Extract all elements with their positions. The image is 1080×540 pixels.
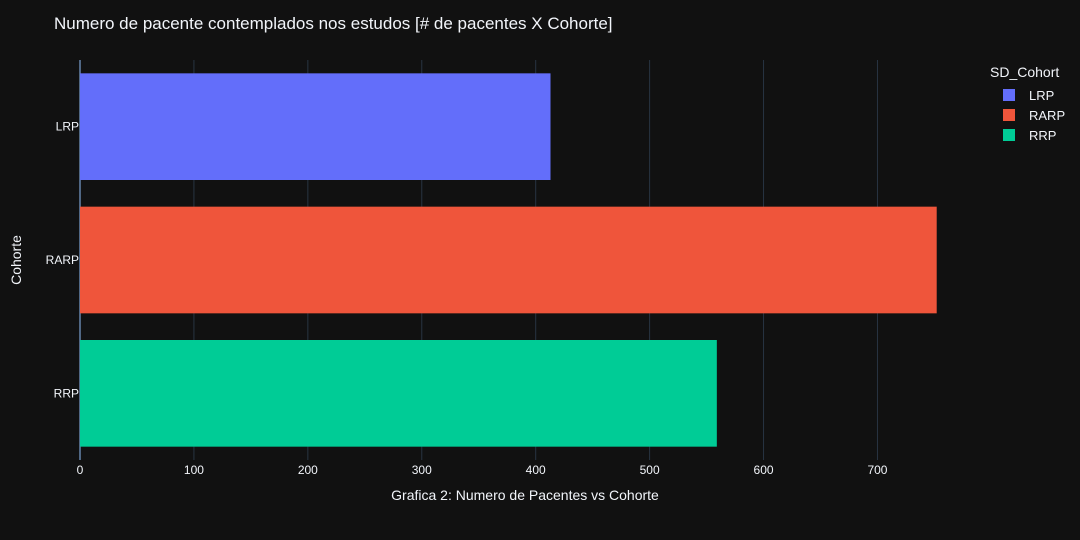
legend-label: LRP [1029,87,1055,103]
y-tick-label: RRP [54,386,79,400]
legend-item-rarp[interactable]: RARP [990,105,1065,125]
x-tick-label: 300 [412,463,432,477]
y-axis-title: Cohorte [8,235,24,285]
chart-title: Numero de pacente contemplados nos estud… [54,14,613,33]
bars [80,73,937,447]
legend-label: RRP [1029,127,1057,143]
legend: SD_Cohort LRP RARP RRP [990,64,1065,145]
bar-lrp[interactable] [80,73,551,180]
x-tick-label: 200 [298,463,318,477]
y-axis-ticks: LRP RARP RRP [46,120,79,401]
legend-items: LRP RARP RRP [990,85,1065,145]
bar-rarp[interactable] [80,206,937,314]
y-tick-label: RARP [46,253,79,267]
legend-item-lrp[interactable]: LRP [990,85,1065,105]
x-tick-label: 400 [526,463,546,477]
x-axis-ticks: 0 100 200 300 400 500 600 700 [77,463,888,477]
bar-rrp[interactable] [80,340,717,447]
legend-swatch [1003,109,1015,121]
y-tick-label: LRP [56,120,79,134]
legend-item-rrp[interactable]: RRP [990,125,1065,145]
x-tick-label: 500 [640,463,660,477]
legend-swatch [1003,89,1015,101]
x-tick-label: 0 [77,463,84,477]
legend-title: SD_Cohort [990,64,1060,80]
x-axis-title: Grafica 2: Numero de Pacentes vs Cohorte [391,487,659,503]
legend-label: RARP [1029,107,1066,123]
legend-swatch [1003,129,1015,141]
x-tick-label: 100 [184,463,204,477]
x-tick-label: 600 [754,463,774,477]
x-tick-label: 700 [867,463,887,477]
